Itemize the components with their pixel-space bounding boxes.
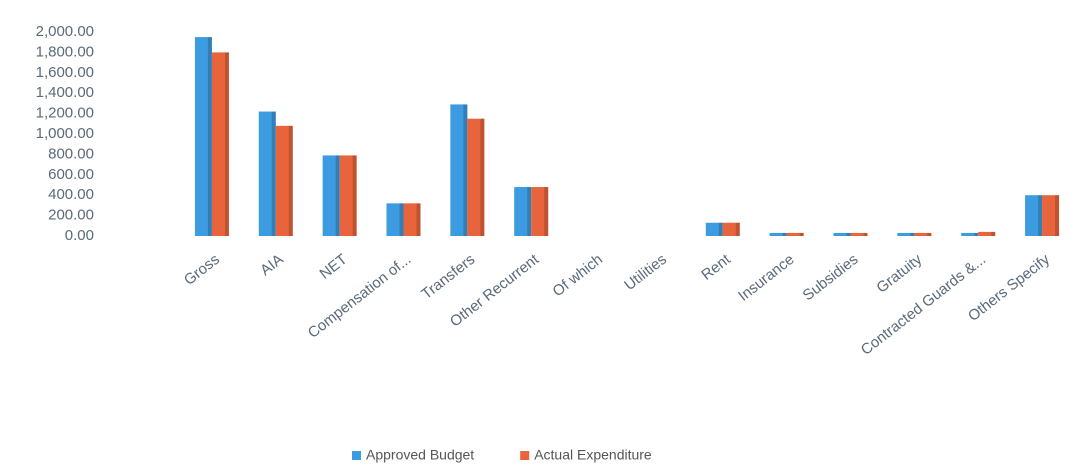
bar-shade xyxy=(718,222,723,236)
x-tick-label: Utilities xyxy=(621,251,670,294)
legend-label: Actual Expenditure xyxy=(534,447,652,463)
y-tick-label: 400.00 xyxy=(48,186,94,203)
bar xyxy=(450,104,468,236)
y-tick-label: 1,000.00 xyxy=(36,125,94,142)
y-tick-label: 600.00 xyxy=(48,166,94,183)
bar-shade xyxy=(480,118,485,236)
x-tick-label: Subsidies xyxy=(800,251,862,304)
bar xyxy=(403,203,421,236)
bar-shade xyxy=(735,222,740,236)
bar-shade xyxy=(782,232,787,236)
bar-shade xyxy=(463,104,468,236)
bar xyxy=(769,232,787,236)
y-tick-label: 200.00 xyxy=(48,207,94,224)
x-tick-label: Of which xyxy=(550,251,606,300)
bar-shade xyxy=(974,232,979,236)
bar-shade xyxy=(991,231,996,236)
bar-shade xyxy=(910,232,915,236)
bar-shade xyxy=(416,203,421,236)
y-tick-label: 1,400.00 xyxy=(36,84,94,101)
x-tick-label: Gross xyxy=(181,251,223,289)
bar xyxy=(194,37,212,236)
bar-shade xyxy=(544,187,549,236)
bar xyxy=(914,232,932,236)
x-tick-label: Contracted Guards &... xyxy=(858,251,989,359)
bar-shade xyxy=(352,155,357,236)
bar xyxy=(275,125,293,236)
bar-shade xyxy=(863,232,868,236)
legend-swatch xyxy=(352,451,361,460)
y-tick-label: 1,200.00 xyxy=(36,105,94,122)
bar xyxy=(258,111,276,236)
bar xyxy=(705,222,723,236)
legend-label: Approved Budget xyxy=(366,447,474,463)
x-tick-label: Rent xyxy=(698,250,734,283)
y-tick-label: 2,000.00 xyxy=(36,23,94,40)
bar-shade xyxy=(271,111,276,236)
legend-swatch xyxy=(520,451,530,460)
bar xyxy=(961,232,979,236)
bar-shade xyxy=(399,203,404,236)
bar xyxy=(467,118,485,236)
y-tick-label: 800.00 xyxy=(48,145,94,162)
bar-shade xyxy=(1038,195,1043,236)
bar xyxy=(1025,195,1043,236)
bar xyxy=(978,231,996,236)
x-tick-label: NET xyxy=(316,251,350,283)
x-tick-label: AIA xyxy=(257,251,287,279)
bar-shade xyxy=(799,232,804,236)
bar xyxy=(897,232,915,236)
bar xyxy=(339,155,357,236)
bar xyxy=(514,187,532,236)
bar-shade xyxy=(224,52,229,237)
y-tick-label: 0.00 xyxy=(65,227,94,244)
bar xyxy=(1042,195,1060,236)
bar xyxy=(786,232,804,236)
bar-shade xyxy=(927,232,932,236)
y-tick-label: 1,800.00 xyxy=(36,43,94,60)
y-tick-label: 1,600.00 xyxy=(36,64,94,81)
bar-shade xyxy=(846,232,851,236)
bar-shade xyxy=(288,125,293,236)
bar-shade xyxy=(207,37,212,236)
bar-shade xyxy=(335,155,340,236)
bar xyxy=(850,232,868,236)
bar xyxy=(833,232,851,236)
x-tick-label: Transfers xyxy=(418,251,478,303)
bar xyxy=(531,187,549,236)
bar xyxy=(322,155,340,236)
bar xyxy=(386,203,404,236)
bar-shade xyxy=(527,187,532,236)
x-tick-label: Insurance xyxy=(735,251,797,305)
bar-shade xyxy=(1055,195,1060,236)
x-tick-label: Gratuity xyxy=(873,251,925,297)
bar xyxy=(722,222,740,236)
bar xyxy=(211,52,229,237)
